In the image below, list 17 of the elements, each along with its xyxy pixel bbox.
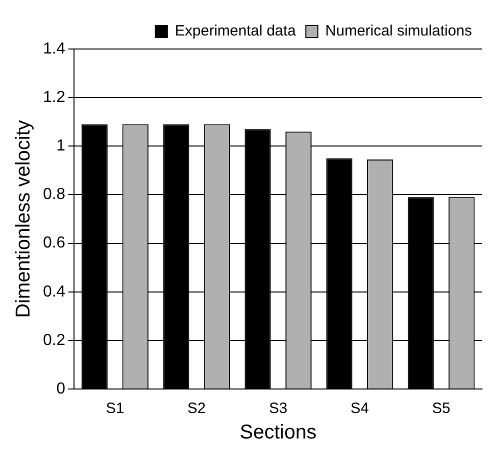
y-tick-label: 1.2 (42, 88, 66, 106)
legend-label: Experimental data (174, 22, 296, 40)
y-tick-label: 0.8 (42, 186, 66, 204)
x-tick-label: S1 (106, 400, 124, 418)
x-axis-title: Sections (240, 422, 316, 444)
x-tick-label: S3 (268, 400, 288, 418)
x-tick-label: S5 (432, 400, 450, 418)
y-tick-label: 0.2 (42, 332, 66, 349)
y-tick-label: 0.4 (42, 283, 66, 300)
legend-label: Numerical simulations (325, 22, 472, 40)
y-tick-label: 0.6 (42, 234, 66, 252)
y-tick-label: 1.4 (42, 40, 66, 58)
y-axis-title: Dimentionless velocity (12, 120, 35, 318)
x-tick-label: S4 (350, 400, 369, 418)
y-tick-label: 1 (56, 138, 66, 155)
y-tick-label: 0 (56, 380, 66, 398)
x-tick-label: S2 (187, 400, 206, 418)
